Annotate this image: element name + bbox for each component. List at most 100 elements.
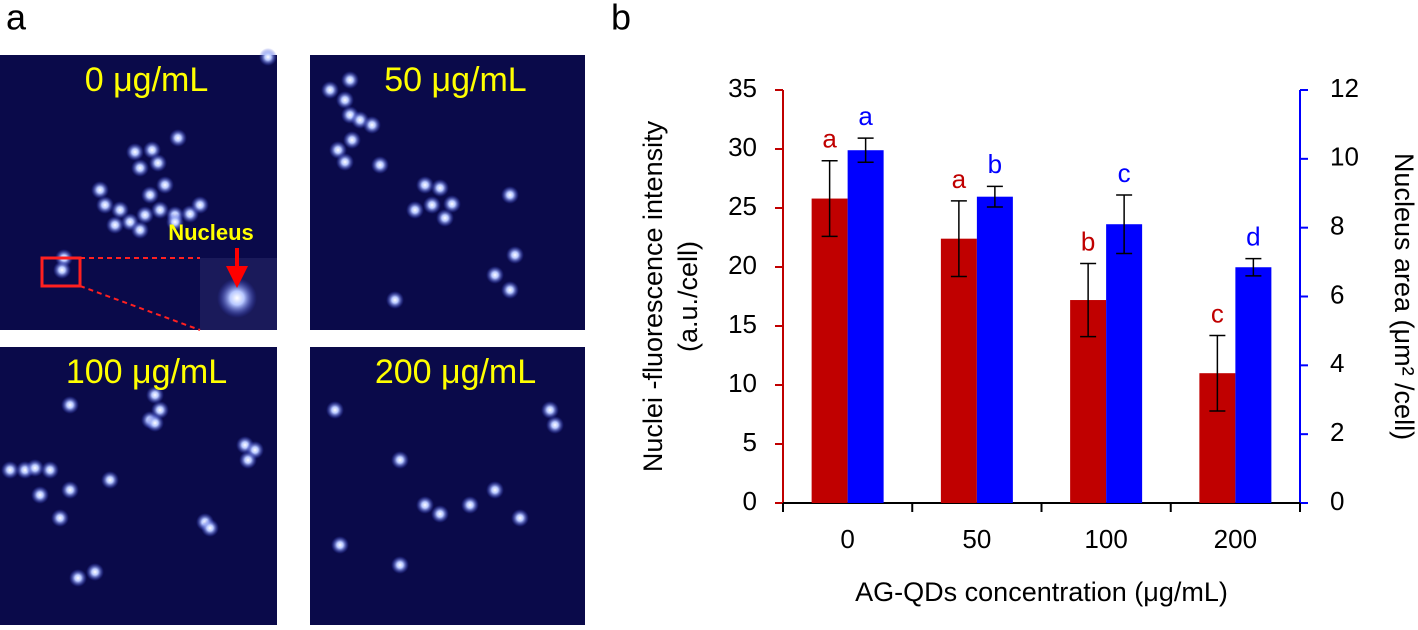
- bar: [811, 198, 848, 503]
- y2-tick-label: 8: [1330, 211, 1344, 241]
- bar: [1235, 267, 1272, 503]
- nucleus-dot: [431, 505, 449, 523]
- nucleus-dot: [131, 221, 149, 239]
- nucleus-dot: [101, 471, 119, 489]
- nucleus-dot: [486, 481, 504, 499]
- zoom-box: [40, 256, 82, 288]
- bar: [847, 150, 884, 503]
- x-tick-label: 50: [962, 524, 991, 554]
- nucleus-dot: [96, 196, 114, 214]
- nucleus-dot: [69, 569, 87, 587]
- nucleus-dot: [146, 386, 164, 404]
- y-tick-label: 20: [728, 250, 757, 280]
- nucleus-dot: [461, 496, 479, 514]
- nucleus-dot: [91, 181, 109, 199]
- bar: [940, 238, 977, 503]
- significance-letter: a: [858, 101, 873, 131]
- nucleus-dot: [26, 459, 44, 477]
- nucleus-dot: [431, 179, 449, 197]
- y2-tick-label: 2: [1330, 417, 1344, 447]
- panel-label: b: [611, 0, 631, 38]
- nucleus-dot: [511, 509, 529, 527]
- nucleus-dot: [436, 209, 454, 227]
- nucleus-dot: [169, 129, 187, 147]
- nucleus-dot: [501, 186, 519, 204]
- nucleus-dot: [506, 246, 524, 264]
- nucleus-dot: [321, 81, 339, 99]
- nucleus-dot: [391, 556, 409, 574]
- significance-letter: d: [1246, 222, 1260, 252]
- nucleus-dot: [416, 496, 434, 514]
- micrograph-label: 100 μg/mL: [66, 353, 227, 391]
- nucleus-dot: [239, 451, 257, 469]
- nucleus-dot: [391, 451, 409, 469]
- arrow-head: [226, 266, 248, 288]
- nucleus-zoom: [217, 278, 257, 318]
- bar: [976, 196, 1013, 504]
- nucleus-dot: [501, 281, 519, 299]
- y2-tick-label: 0: [1330, 486, 1344, 516]
- nucleus-dot: [146, 414, 164, 432]
- x-tick-label: 100: [1084, 524, 1127, 554]
- nucleus-dot: [31, 486, 49, 504]
- nucleus-dot: [546, 416, 564, 434]
- nucleus-dot: [61, 481, 79, 499]
- nucleus-dot: [86, 563, 104, 581]
- nucleus-dot: [111, 201, 129, 219]
- nucleus-dot: [141, 186, 159, 204]
- significance-letter: a: [952, 164, 967, 194]
- nucleus-dot: [149, 154, 167, 172]
- y2-tick-label: 6: [1330, 279, 1344, 309]
- zoom-line: [79, 285, 201, 331]
- nucleus-dot: [136, 206, 154, 224]
- y-axis-label: (a.u./cell): [673, 241, 703, 352]
- nucleus-dot: [386, 291, 404, 309]
- x-tick-label: 200: [1214, 524, 1257, 554]
- nucleus-dot: [336, 153, 354, 171]
- nucleus-dot: [156, 176, 174, 194]
- significance-letter: c: [1118, 158, 1131, 188]
- nucleus-dot: [131, 159, 149, 177]
- bar: [1106, 224, 1143, 503]
- significance-letter: a: [822, 124, 837, 154]
- significance-letter: b: [988, 149, 1002, 179]
- significance-letter: c: [1211, 298, 1224, 328]
- nucleus-dot: [106, 216, 124, 234]
- nucleus-dot: [61, 396, 79, 414]
- nucleus-dot: [341, 71, 359, 89]
- y-tick-label: 5: [743, 427, 757, 457]
- micrograph-label: 200 μg/mL: [375, 353, 536, 391]
- micrograph-label: 50 μg/mL: [384, 61, 526, 99]
- nucleus-dot: [363, 116, 381, 134]
- nucleus-dot: [126, 143, 144, 161]
- nucleus-dot: [166, 213, 184, 231]
- x-axis-label: AG-QDs concentration (μg/mL): [855, 577, 1228, 607]
- nucleus-dot: [151, 201, 169, 219]
- nucleus-dot: [191, 196, 209, 214]
- nucleus-dot: [443, 195, 461, 213]
- y-tick-label: 25: [728, 191, 757, 221]
- y-tick-label: 35: [728, 73, 757, 103]
- nucleus-dot: [371, 156, 389, 174]
- significance-letter: b: [1081, 226, 1095, 256]
- nucleus-dot: [331, 536, 349, 554]
- y-tick-label: 10: [728, 368, 757, 398]
- x-tick-label: 0: [840, 524, 854, 554]
- nucleus-dot: [1, 461, 19, 479]
- y-tick-label: 30: [728, 132, 757, 162]
- y-tick-label: 0: [743, 486, 757, 516]
- y2-axis-label: Nucleus area (μm² /cell): [1389, 153, 1418, 440]
- nucleus-dot: [423, 196, 441, 214]
- micrograph: [0, 347, 277, 625]
- nucleus-dot: [51, 509, 69, 527]
- panel-label: a: [6, 0, 27, 38]
- y-axis-label: Nuclei -fluorescence intensity: [638, 120, 668, 472]
- micrograph-label: 0 μg/mL: [85, 61, 209, 99]
- nucleus-dot: [53, 261, 71, 279]
- nucleus-dot: [41, 461, 59, 479]
- nucleus-dot: [336, 91, 354, 109]
- micrograph: [310, 347, 585, 625]
- nucleus-dot: [406, 201, 424, 219]
- nucleus-dot: [416, 176, 434, 194]
